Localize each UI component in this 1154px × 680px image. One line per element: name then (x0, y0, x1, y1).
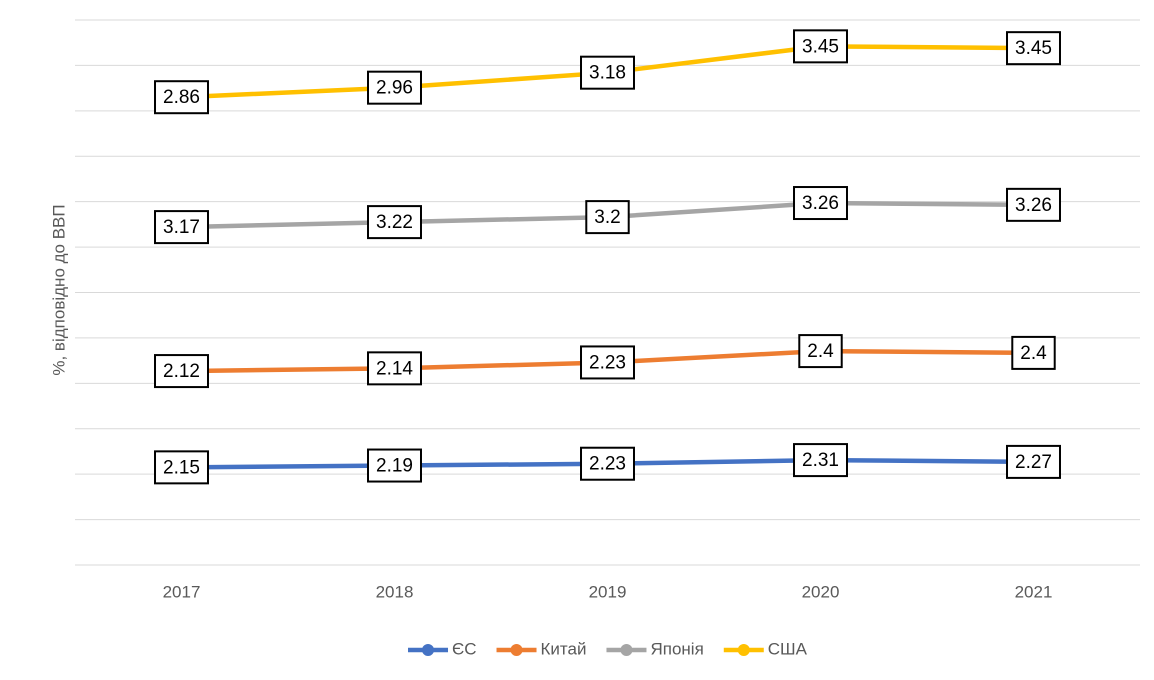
legend-marker (738, 644, 750, 656)
legend-label: ЄС (452, 639, 477, 658)
data-label-box: 3.22 (368, 206, 421, 238)
legend-label: США (768, 639, 808, 658)
data-label-box: 3.26 (1007, 189, 1060, 221)
x-tick-label: 2019 (589, 582, 627, 601)
data-label-box: 3.45 (794, 30, 847, 62)
x-tick-label: 2020 (802, 582, 840, 601)
data-label: 2.27 (1015, 452, 1052, 473)
x-tick-label: 2017 (163, 582, 201, 601)
legend-marker (422, 644, 434, 656)
data-label-box: 3.2 (586, 201, 628, 233)
x-tick-label: 2021 (1015, 582, 1053, 601)
data-label: 2.23 (589, 454, 626, 475)
data-label-box: 2.12 (155, 355, 208, 387)
data-label: 2.4 (1020, 343, 1047, 364)
data-label-box: 2.23 (581, 346, 634, 378)
legend-marker (511, 644, 523, 656)
legend-label: Китай (541, 639, 587, 658)
data-label-box: 2.27 (1007, 446, 1060, 478)
x-tick-label: 2018 (376, 582, 414, 601)
data-label: 2.14 (376, 358, 413, 379)
data-label-box: 2.4 (1012, 337, 1054, 369)
data-label: 3.26 (802, 193, 839, 214)
data-label: 2.23 (589, 352, 626, 373)
data-label: 2.96 (376, 78, 413, 99)
data-label: 3.22 (376, 212, 413, 233)
data-label: 2.19 (376, 456, 413, 477)
data-label-box: 2.31 (794, 444, 847, 476)
data-label-box: 2.14 (368, 352, 421, 384)
data-label-box: 2.86 (155, 81, 208, 113)
data-label: 3.45 (802, 36, 839, 57)
data-label: 2.15 (163, 457, 200, 478)
data-label-box: 2.4 (799, 335, 841, 367)
data-label: 3.17 (163, 217, 200, 238)
data-label-box: 3.17 (155, 211, 208, 243)
data-label: 2.4 (807, 341, 834, 362)
legend-label: Японія (650, 639, 703, 658)
y-axis-label: %, відповідно до ВВП (49, 204, 68, 375)
data-label: 2.86 (163, 87, 200, 108)
data-label-box: 2.23 (581, 448, 634, 480)
data-label: 2.31 (802, 450, 839, 471)
data-label-box: 2.96 (368, 72, 421, 104)
data-label: 2.12 (163, 361, 200, 382)
data-label: 3.18 (589, 63, 626, 84)
data-label: 3.2 (594, 207, 620, 228)
data-label-box: 2.15 (155, 451, 208, 483)
data-label: 3.26 (1015, 195, 1052, 216)
legend: ЄС Китай Японія США (408, 639, 808, 658)
chart: %, відповідно до ВВП 2017 2018 2019 2020 202… (0, 0, 1154, 680)
data-label-box: 2.19 (368, 450, 421, 482)
data-label-box: 3.18 (581, 57, 634, 89)
data-label-box: 3.45 (1007, 32, 1060, 64)
legend-marker (620, 644, 632, 656)
data-label: 3.45 (1015, 38, 1052, 59)
data-label-box: 3.26 (794, 187, 847, 219)
